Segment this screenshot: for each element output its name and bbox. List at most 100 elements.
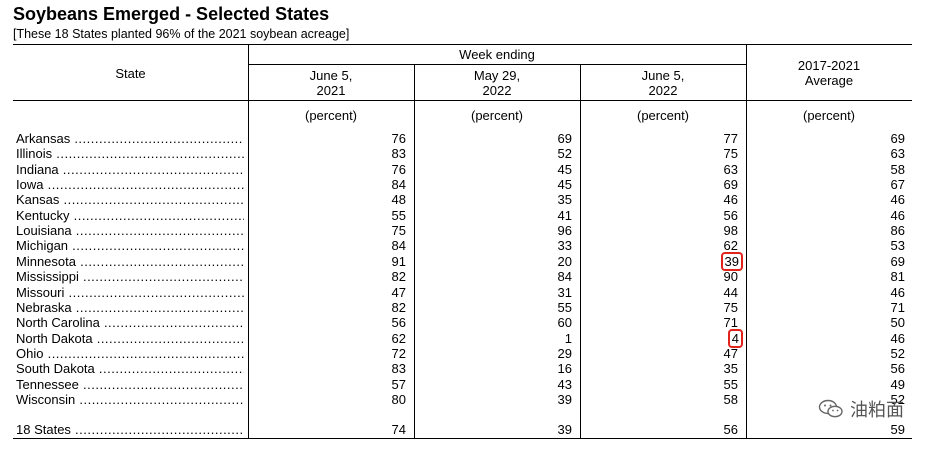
state-name: Kansas	[16, 192, 60, 207]
state-name: Louisiana	[16, 223, 72, 238]
value-cell-col4: 50	[845, 315, 905, 330]
value-cell-col1: 84	[346, 177, 406, 192]
state-name-cell: Kentucky ...............................…	[16, 208, 244, 223]
state-name: Tennessee	[16, 377, 79, 392]
col2-header-line2: 2022	[482, 83, 512, 98]
value-cell-col4: 63	[845, 146, 905, 161]
value-cell-col4: 46	[845, 208, 905, 223]
col3-unit: (percent)	[636, 108, 690, 123]
value-text: 53	[890, 238, 905, 253]
value-cell-col3: 46	[678, 192, 738, 207]
value-cell-col3: 75	[678, 300, 738, 315]
state-name: North Dakota	[16, 331, 93, 346]
state-name: South Dakota	[16, 361, 95, 376]
value-text: 98	[723, 223, 738, 238]
table-row: Illinois ...............................…	[0, 146, 934, 162]
table-row: Missouri ...............................…	[0, 285, 934, 301]
value-text: 16	[557, 361, 572, 376]
value-cell-col2: 41	[512, 208, 572, 223]
value-text: 50	[890, 315, 905, 330]
value-text: 52	[557, 146, 572, 161]
col2-header: May 29, 2022	[414, 68, 580, 98]
value-cell-col4: 59	[845, 422, 905, 437]
state-name: Kentucky	[16, 208, 70, 223]
col4-header-line2: Average	[804, 73, 854, 88]
value-text: 49	[890, 377, 905, 392]
dot-leader: ........................................…	[73, 208, 244, 223]
col1-header-line1: June 5,	[309, 68, 353, 83]
value-text: 83	[391, 146, 406, 161]
value-text: 44	[723, 285, 738, 300]
value-cell-col1: 62	[346, 331, 406, 346]
table-row: Indiana ................................…	[0, 162, 934, 178]
dot-leader: ........................................…	[80, 254, 244, 269]
value-text: 58	[890, 162, 905, 177]
table-row: North Dakota ...........................…	[0, 329, 934, 348]
value-cell-col4: 46	[845, 192, 905, 207]
col4-header-line1: 2017-2021	[797, 58, 861, 73]
value-text: 56	[391, 315, 406, 330]
value-text: 62	[391, 331, 406, 346]
value-text: 59	[890, 422, 905, 437]
state-name-cell: Ohio ...................................…	[16, 346, 244, 361]
value-cell-col3: 90	[678, 269, 738, 284]
value-text: 69	[890, 131, 905, 146]
dot-leader: ........................................…	[75, 300, 244, 315]
value-cell-col2: 39	[512, 422, 572, 437]
value-text: 35	[723, 361, 738, 376]
state-name-cell: Mississippi ............................…	[16, 269, 244, 284]
value-cell-col4: 46	[845, 331, 905, 346]
table-bottom-rule	[13, 438, 912, 439]
state-name: Indiana	[16, 162, 59, 177]
value-cell-col3: 4	[678, 329, 743, 348]
state-name-cell: Tennessee ..............................…	[16, 377, 244, 392]
value-cell-col4: 52	[845, 346, 905, 361]
value-cell-col4: 86	[845, 223, 905, 238]
state-name-cell: Iowa ...................................…	[16, 177, 244, 192]
value-text: 58	[723, 392, 738, 407]
state-name-cell: Nebraska ...............................…	[16, 300, 244, 315]
value-text: 81	[890, 269, 905, 284]
value-text: 55	[723, 377, 738, 392]
table-row: Mississippi ............................…	[0, 269, 934, 285]
value-text: 20	[557, 254, 572, 269]
state-name: North Carolina	[16, 315, 100, 330]
value-text: 75	[723, 300, 738, 315]
dot-leader: ........................................…	[79, 392, 244, 407]
value-text: 31	[557, 285, 572, 300]
value-cell-col4: 46	[845, 285, 905, 300]
value-text: 46	[890, 285, 905, 300]
state-name-cell: Kansas .................................…	[16, 192, 244, 207]
value-text: 56	[723, 208, 738, 223]
state-name-cell: Illinois ...............................…	[16, 146, 244, 161]
dot-leader: ........................................…	[47, 346, 244, 361]
value-cell-col1: 83	[346, 146, 406, 161]
value-text: 80	[391, 392, 406, 407]
col4-unit: (percent)	[802, 108, 856, 123]
value-cell-col2: 84	[512, 269, 572, 284]
value-text: 67	[890, 177, 905, 192]
state-name: Wisconsin	[16, 392, 76, 407]
value-text: 48	[391, 192, 406, 207]
value-text: 57	[391, 377, 406, 392]
value-cell-col1: 76	[346, 131, 406, 146]
state-header: State	[115, 66, 146, 81]
value-text: 84	[557, 269, 572, 284]
table-row: North Carolina .........................…	[0, 315, 934, 331]
dot-leader: ........................................…	[63, 192, 244, 207]
value-text: 69	[557, 131, 572, 146]
value-text: 84	[391, 177, 406, 192]
state-name-cell: North Dakota ...........................…	[16, 331, 244, 346]
table-row: Wisconsin ..............................…	[0, 392, 934, 408]
value-cell-col1: 76	[346, 162, 406, 177]
value-text: 71	[723, 315, 738, 330]
value-cell-col1: 48	[346, 192, 406, 207]
table-subtitle: [These 18 States planted 96% of the 2021…	[13, 27, 350, 41]
value-text: 52	[890, 346, 905, 361]
value-text: 71	[890, 300, 905, 315]
state-name-cell: 18 States ..............................…	[16, 422, 244, 437]
value-text: 56	[723, 422, 738, 437]
value-text: 55	[557, 300, 572, 315]
value-cell-col1: 47	[346, 285, 406, 300]
week-ending-rule	[248, 64, 746, 65]
